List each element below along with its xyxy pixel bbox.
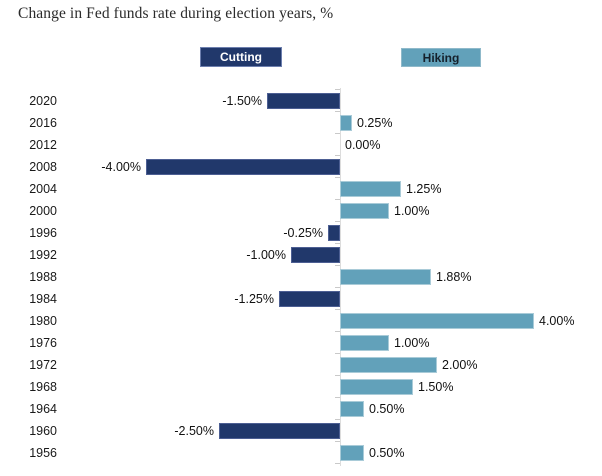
year-label-1956: 1956	[29, 446, 57, 460]
bar-hiking-1972	[340, 357, 437, 373]
value-label-1964: 0.50%	[369, 402, 405, 416]
chart-title: Change in Fed funds rate during election…	[18, 5, 334, 22]
value-label-1968: 1.50%	[418, 380, 454, 394]
bar-cutting-2008	[146, 159, 340, 175]
bar-hiking-2016	[340, 115, 352, 131]
year-label-1972: 1972	[29, 358, 57, 372]
value-label-1976: 1.00%	[394, 336, 430, 350]
axis-tick	[335, 111, 340, 112]
bar-hiking-2004	[340, 181, 401, 197]
axis-tick	[335, 463, 340, 464]
bar-cutting-1996	[328, 225, 340, 241]
year-label-2012: 2012	[29, 138, 57, 152]
value-label-1956: 0.50%	[369, 446, 405, 460]
bar-cutting-1984	[279, 291, 340, 307]
value-label-1992: -1.00%	[246, 248, 286, 262]
axis-tick	[335, 89, 340, 90]
year-label-1976: 1976	[29, 336, 57, 350]
year-label-2016: 2016	[29, 116, 57, 130]
axis-tick	[335, 375, 340, 376]
year-label-2008: 2008	[29, 160, 57, 174]
year-label-1996: 1996	[29, 226, 57, 240]
value-label-1960: -2.50%	[174, 424, 214, 438]
axis-tick	[335, 243, 340, 244]
value-label-2012: 0.00%	[345, 138, 381, 152]
legend-cutting: Cutting	[200, 47, 282, 67]
chart-plot-area: 2020 -1.50% 2016 0.25% 2012 0.00% 2008 -4.00% 20…	[0, 88, 602, 466]
axis-tick	[335, 199, 340, 200]
bar-cutting-1960	[219, 423, 340, 439]
bar-hiking-1988	[340, 269, 431, 285]
year-label-2000: 2000	[29, 204, 57, 218]
axis-tick	[335, 331, 340, 332]
bar-hiking-1976	[340, 335, 389, 351]
bar-hiking-1980	[340, 313, 534, 329]
value-label-1984: -1.25%	[234, 292, 274, 306]
bar-hiking-1964	[340, 401, 364, 417]
axis-tick	[335, 133, 340, 134]
axis-tick	[335, 177, 340, 178]
year-label-1992: 1992	[29, 248, 57, 262]
bar-hiking-1956	[340, 445, 364, 461]
value-label-1988: 1.88%	[436, 270, 472, 284]
axis-tick	[335, 221, 340, 222]
value-label-2008: -4.00%	[101, 160, 141, 174]
axis-tick	[335, 155, 340, 156]
bar-hiking-1968	[340, 379, 413, 395]
value-label-1996: -0.25%	[283, 226, 323, 240]
bar-cutting-2020	[267, 93, 340, 109]
axis-tick	[335, 397, 340, 398]
year-label-1960: 1960	[29, 424, 57, 438]
value-label-1980: 4.00%	[539, 314, 575, 328]
year-label-1968: 1968	[29, 380, 57, 394]
year-label-1988: 1988	[29, 270, 57, 284]
axis-tick	[335, 287, 340, 288]
axis-tick	[335, 419, 340, 420]
axis-tick	[335, 265, 340, 266]
year-label-1980: 1980	[29, 314, 57, 328]
axis-tick	[335, 309, 340, 310]
year-label-2020: 2020	[29, 94, 57, 108]
bar-cutting-1992	[291, 247, 340, 263]
bar-hiking-2000	[340, 203, 389, 219]
year-label-1984: 1984	[29, 292, 57, 306]
value-label-1972: 2.00%	[442, 358, 478, 372]
legend-hiking: Hiking	[401, 48, 481, 67]
axis-tick	[335, 353, 340, 354]
year-label-2004: 2004	[29, 182, 57, 196]
value-label-2020: -1.50%	[222, 94, 262, 108]
year-label-1964: 1964	[29, 402, 57, 416]
value-label-2000: 1.00%	[394, 204, 430, 218]
value-label-2016: 0.25%	[357, 116, 393, 130]
value-label-2004: 1.25%	[406, 182, 442, 196]
axis-tick	[335, 441, 340, 442]
